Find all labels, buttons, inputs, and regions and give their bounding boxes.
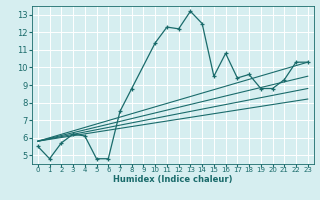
X-axis label: Humidex (Indice chaleur): Humidex (Indice chaleur) [113,175,233,184]
